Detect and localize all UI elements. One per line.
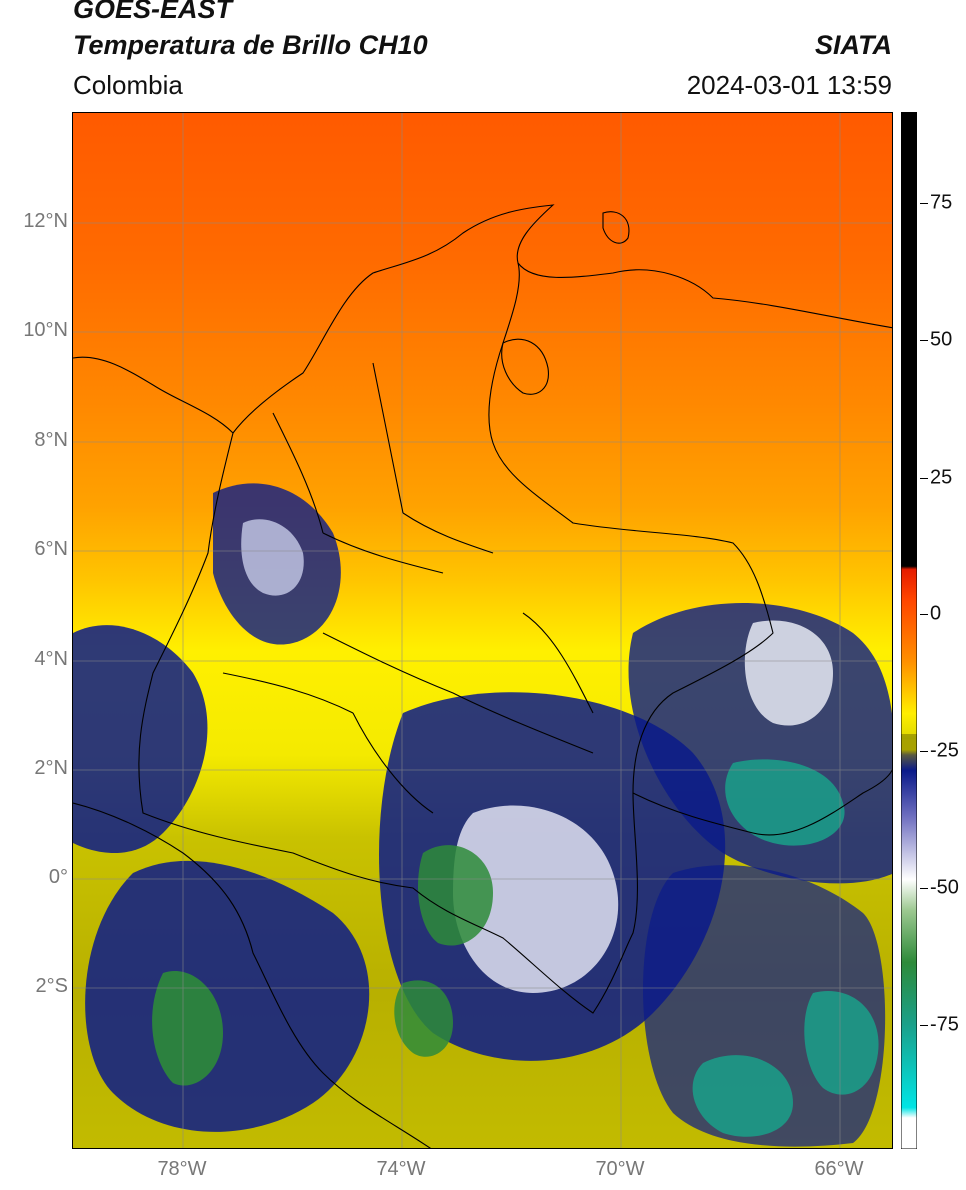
colorbar-tick: [920, 751, 928, 752]
lat-tick-label: 2°S: [35, 975, 68, 997]
boundaries: [73, 204, 892, 1148]
timestamp-label: 2024-03-01 13:59: [686, 70, 892, 100]
agency-label: SIATA: [815, 30, 892, 60]
lake-maracaibo: [501, 338, 549, 395]
colorbar-tick: [920, 478, 928, 479]
lon-tick-label: 78°W: [157, 1158, 207, 1180]
cloud-clusters: [73, 483, 892, 1147]
graticule: [73, 113, 892, 1148]
lon-tick-label: 70°W: [595, 1158, 645, 1180]
colorbar-tick: [920, 340, 928, 341]
colorbar-label: -75: [930, 1013, 959, 1036]
map-title-satellite: GOES-EAST: [73, 0, 233, 24]
lat-tick-label: 0°: [48, 866, 68, 888]
lat-tick-label: 2°N: [34, 757, 68, 779]
lat-tick-label: 8°N: [34, 429, 68, 451]
brazil-border: [632, 768, 892, 836]
ecuador-peru-border: [73, 802, 431, 1148]
colombia-border: [138, 262, 774, 1014]
colorbar-gradient: [900, 111, 918, 1150]
lat-tick-label: 12°N: [23, 210, 68, 232]
colorbar-label: -50: [930, 876, 959, 899]
lon-tick-label: 66°W: [814, 1158, 864, 1180]
colorbar-tick: [920, 1025, 928, 1026]
department-borders: [222, 362, 594, 814]
map-layer: [73, 113, 892, 1148]
lon-tick-label: 74°W: [376, 1158, 426, 1180]
colorbar-label: 75: [930, 191, 953, 214]
satellite-map: [72, 112, 893, 1149]
colorbar-label: 50: [930, 328, 953, 351]
colorbar: [900, 111, 918, 1150]
colorbar-label: 25: [930, 466, 953, 489]
colorbar-tick: [920, 203, 928, 204]
colorbar-tick: [920, 888, 928, 889]
colorbar-label: 0: [930, 602, 942, 625]
colorbar-label: -25: [930, 739, 959, 762]
caribbean-coast: [73, 204, 892, 434]
lat-tick-label: 10°N: [23, 319, 68, 341]
lat-tick-label: 4°N: [34, 648, 68, 670]
colorbar-tick: [920, 614, 928, 615]
region-label: Colombia: [73, 70, 183, 100]
cloud-cluster-southwest: [85, 860, 370, 1132]
map-title-product: Temperatura de Brillo CH10: [73, 30, 428, 60]
lat-tick-label: 6°N: [34, 538, 68, 560]
paraguana: [602, 211, 630, 244]
